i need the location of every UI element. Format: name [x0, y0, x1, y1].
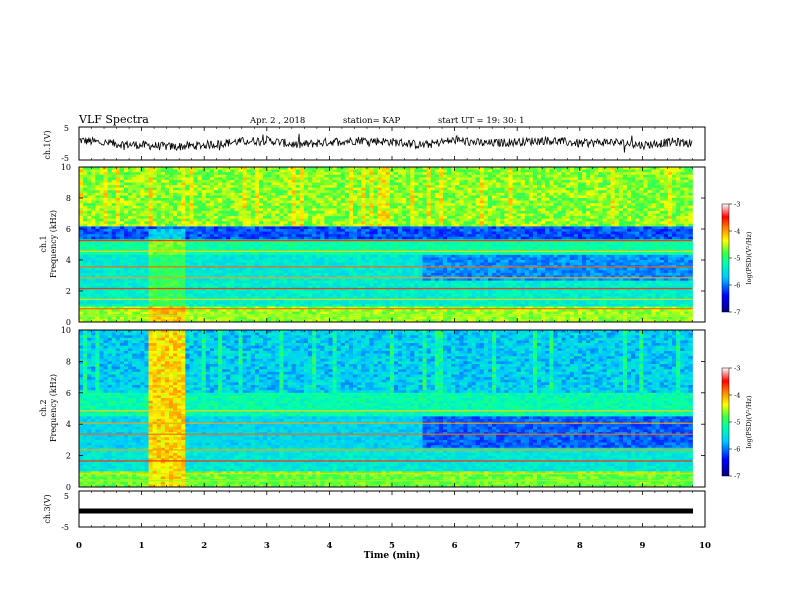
ch2-spectrogram-ytick-2: 2 — [66, 452, 71, 461]
ch1-spectrogram-ylabel-channel: ch.1 — [39, 235, 48, 252]
ch2-spectrogram-ytick-8: 8 — [66, 357, 71, 366]
ch2-colorbar-tick--5: -5 — [734, 419, 740, 427]
x-tick-label-6: 6 — [452, 541, 458, 551]
ch1-spectrogram-ytick-2: 2 — [66, 287, 71, 296]
ch1-colorbar-tick--6: -6 — [734, 282, 740, 290]
x-tick-label-7: 7 — [514, 541, 520, 551]
ch1-ytick-bottom: -5 — [61, 154, 69, 163]
figure-title: VLF Spectra — [78, 113, 149, 126]
ch1-colorbar: -3 -4 -5 -6 -7 log(PSD)(V²/Hz) — [721, 201, 753, 317]
ch1-spectrogram-ytick-10: 10 — [61, 163, 71, 172]
ch1-colorbar-tick--7: -7 — [734, 309, 740, 317]
x-tick-label-1: 1 — [139, 541, 145, 551]
ch1-waveform-line — [78, 133, 693, 153]
ch2-spectrogram-ytick-6: 6 — [66, 389, 71, 398]
ch3-ytick-top: 5 — [64, 492, 69, 501]
ch2-colorbar-label: log(PSD)(V²/Hz) — [745, 395, 753, 448]
ch2-spectrogram-ytick-10: 10 — [61, 326, 71, 335]
ch2-colorbar: -3 -4 -5 -6 -7 log(PSD)(V²/Hz) — [721, 365, 753, 481]
x-tick-label-4: 4 — [326, 541, 332, 551]
ch2-colorbar-tick--3: -3 — [734, 365, 740, 373]
ch2-spectrogram-ylabel: Frequency (kHz) — [49, 374, 58, 442]
figure-start-time: start UT = 19: 30: 1 — [438, 116, 525, 126]
ch1-spectrogram-ytick-8: 8 — [66, 194, 71, 203]
ch2-spectrogram-ytick-0: 0 — [66, 483, 71, 492]
ch1-colorbar-tick--5: -5 — [734, 255, 740, 263]
ch1-waveform-panel: 5 -5 ch.1(V) — [43, 124, 706, 163]
figure-date: Apr. 2 , 2018 — [249, 116, 305, 126]
ch1-spectrogram-panel: 0 2 4 6 8 10 ch.1 Frequency (kHz) — [39, 163, 706, 327]
ch1-spectrogram-ytick-6: 6 — [66, 225, 71, 234]
x-tick-label-3: 3 — [264, 541, 270, 551]
ch1-colorbar-label: log(PSD)(V²/Hz) — [745, 231, 753, 284]
x-axis: 0 1 2 3 4 5 6 7 8 9 10 — [76, 127, 711, 551]
ch1-spectrogram-image — [79, 167, 693, 323]
x-tick-label-5: 5 — [389, 541, 395, 551]
x-tick-label-8: 8 — [577, 541, 583, 551]
ch1-spectrogram-ytick-0: 0 — [66, 318, 71, 327]
ch1-colorbar-tick--3: -3 — [734, 201, 740, 209]
x-axis-label: Time (min) — [364, 550, 421, 561]
ch2-spectrogram-ylabel-channel: ch.2 — [39, 399, 48, 416]
x-tick-label-10: 10 — [699, 541, 711, 551]
x-tick-label-0: 0 — [76, 541, 82, 551]
ch2-spectrogram-ytick-4: 4 — [66, 420, 71, 429]
ch3-ylabel: ch.3(V) — [43, 494, 52, 523]
ch3-ytick-bottom: -5 — [61, 523, 69, 532]
ch2-colorbar-tick--6: -6 — [734, 446, 740, 454]
ch1-ytick-top: 5 — [64, 124, 69, 133]
figure-station: station= KAP — [343, 116, 401, 126]
ch2-spectrogram-panel: 0 2 4 6 8 10 ch.2 Frequency (kHz) — [39, 326, 706, 492]
ch2-colorbar-tick--4: -4 — [734, 392, 740, 400]
ch1-spectrogram-ylabel: Frequency (kHz) — [49, 210, 58, 278]
ch2-colorbar-tick--7: -7 — [734, 473, 740, 481]
ch2-spectrogram-image — [79, 330, 693, 488]
ch3-waveform-panel: 5 -5 ch.3(V) — [43, 490, 706, 532]
ch1-ylabel: ch.1(V) — [43, 130, 52, 159]
x-tick-label-2: 2 — [201, 541, 207, 551]
x-tick-label-9: 9 — [639, 541, 645, 551]
ch1-colorbar-tick--4: -4 — [734, 228, 740, 236]
ch1-spectrogram-ytick-4: 4 — [66, 256, 71, 265]
